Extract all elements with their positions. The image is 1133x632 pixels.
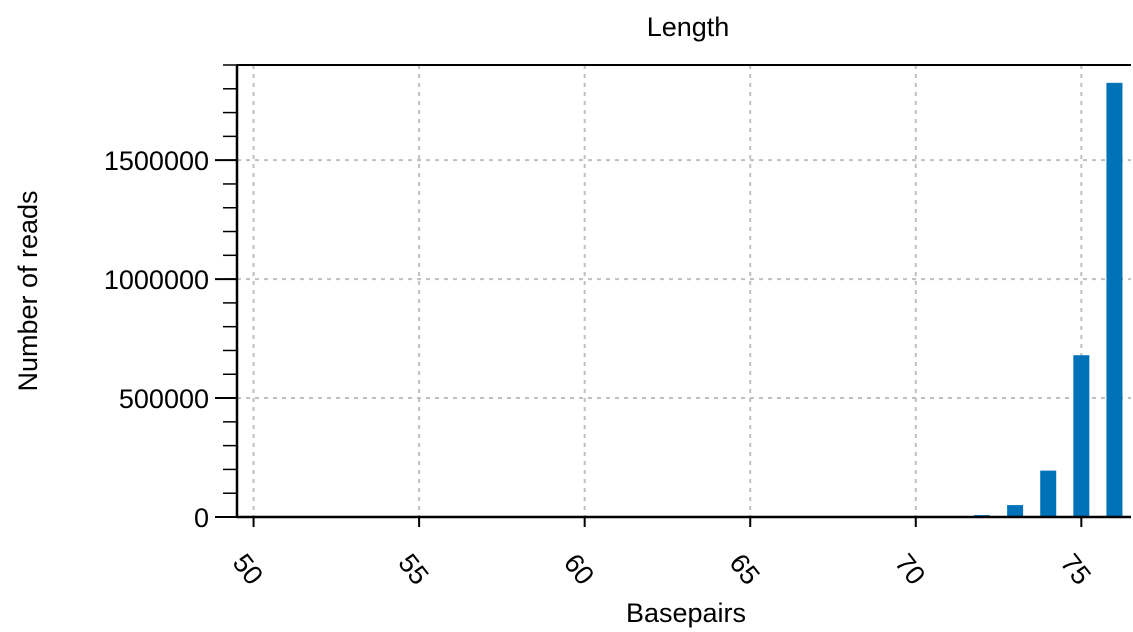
y-tick-label: 1500000: [104, 146, 209, 176]
y-axis-label: Number of reads: [13, 190, 43, 391]
x-tick-label: 50: [227, 548, 269, 590]
bars: [941, 83, 1123, 517]
y-ticks: 0 500000 1000000 1500000: [104, 65, 237, 533]
bar: [1007, 505, 1023, 517]
bar: [1073, 355, 1089, 517]
x-axis-label: Basepairs: [626, 598, 746, 628]
axes: [237, 65, 1131, 517]
x-tick-label: 55: [392, 548, 434, 590]
x-tick-label: 65: [723, 548, 765, 590]
x-tick-label: 75: [1055, 548, 1097, 590]
chart-title: Length: [647, 12, 730, 42]
x-tick-label: 70: [889, 548, 931, 590]
bar: [1040, 471, 1056, 517]
gridlines: [237, 65, 1131, 517]
x-tick-label: 60: [558, 548, 600, 590]
y-tick-label: 0: [194, 503, 209, 533]
bar: [1106, 83, 1122, 517]
x-ticks: 50 55 60 65 70 75: [227, 517, 1097, 590]
y-tick-label: 1000000: [104, 265, 209, 295]
y-tick-label: 500000: [119, 384, 209, 414]
